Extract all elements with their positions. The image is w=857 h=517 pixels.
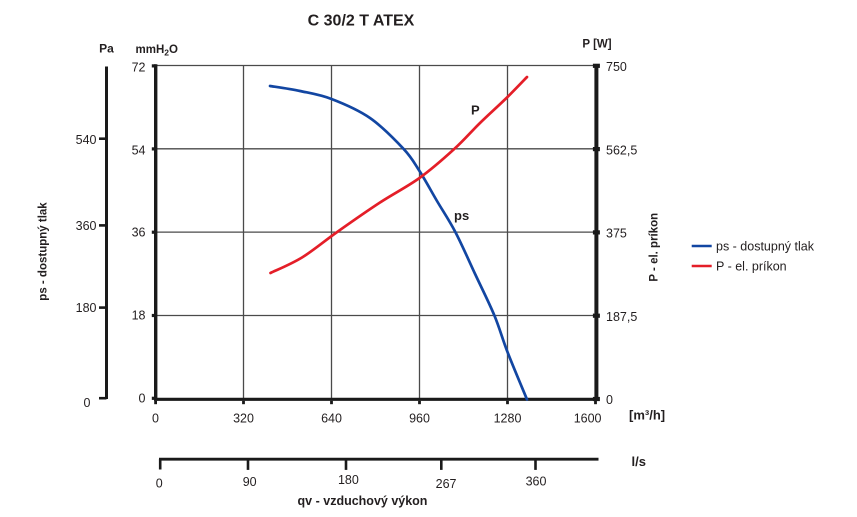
svg-text:qv - vzduchový výkon: qv - vzduchový výkon [298, 494, 428, 508]
svg-text:P - el. príkon: P - el. príkon [716, 260, 787, 274]
svg-text:90: 90 [243, 475, 257, 489]
svg-text:0: 0 [606, 393, 613, 407]
svg-text:C 30/2 T ATEX: C 30/2 T ATEX [308, 13, 415, 30]
svg-text:ps: ps [454, 208, 469, 223]
svg-text:[m³/h]: [m³/h] [629, 408, 665, 423]
svg-text:18: 18 [132, 309, 146, 323]
svg-text:360: 360 [526, 475, 547, 489]
svg-text:P: P [471, 103, 480, 118]
svg-text:375: 375 [606, 227, 627, 241]
svg-text:1280: 1280 [494, 412, 522, 426]
svg-text:0: 0 [84, 396, 91, 410]
svg-text:360: 360 [76, 219, 97, 233]
svg-text:1600: 1600 [574, 412, 602, 426]
svg-text:Pa: Pa [99, 42, 114, 56]
svg-text:72: 72 [132, 61, 146, 75]
svg-text:0: 0 [139, 392, 146, 406]
svg-text:0: 0 [152, 412, 159, 426]
svg-text:0: 0 [156, 477, 163, 491]
svg-text:562,5: 562,5 [606, 143, 637, 157]
svg-text:640: 640 [321, 412, 342, 426]
svg-text:P - el. príkon: P - el. príkon [649, 213, 661, 282]
svg-text:960: 960 [409, 412, 430, 426]
svg-text:540: 540 [76, 133, 97, 147]
svg-text:l/s: l/s [632, 454, 646, 469]
svg-text:187,5: 187,5 [606, 310, 637, 324]
svg-text:ps - dostupný tlak: ps - dostupný tlak [716, 240, 815, 254]
svg-text:P [W]: P [W] [582, 39, 611, 51]
svg-text:180: 180 [338, 473, 359, 487]
svg-text:750: 750 [606, 60, 627, 74]
svg-text:267: 267 [436, 477, 457, 491]
svg-text:mmH2O: mmH2O [136, 44, 179, 58]
svg-text:54: 54 [132, 143, 146, 157]
svg-text:180: 180 [76, 301, 97, 315]
svg-text:36: 36 [132, 226, 146, 240]
svg-text:320: 320 [233, 412, 254, 426]
svg-text:ps - dostupný tlak: ps - dostupný tlak [38, 202, 50, 301]
